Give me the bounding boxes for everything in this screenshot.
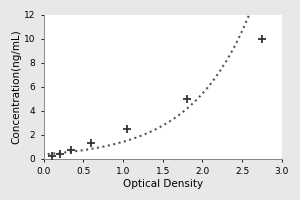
X-axis label: Optical Density: Optical Density bbox=[123, 179, 203, 189]
Y-axis label: Concentration(ng/mL): Concentration(ng/mL) bbox=[11, 29, 21, 144]
